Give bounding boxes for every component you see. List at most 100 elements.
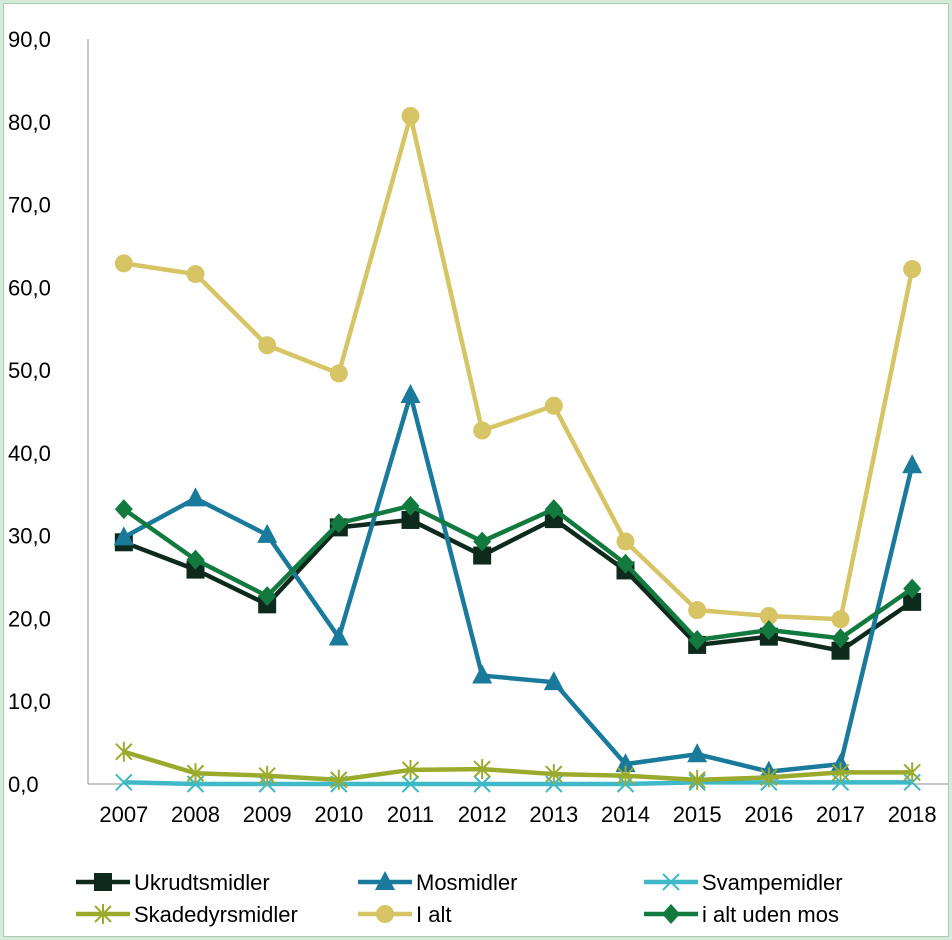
data-point xyxy=(544,396,563,415)
data-point xyxy=(114,254,133,273)
x-tick-label: 2009 xyxy=(243,802,292,827)
series-line xyxy=(122,392,915,774)
data-point xyxy=(186,763,205,784)
x-tick-label: 2007 xyxy=(99,802,148,827)
legend-item: Skadedyrsmidler xyxy=(76,902,298,927)
data-point xyxy=(473,421,492,440)
data-point xyxy=(831,628,850,649)
data-point xyxy=(543,671,564,691)
y-tick-label: 90,0 xyxy=(8,27,51,52)
legend-swatch-marker xyxy=(375,871,395,890)
data-point xyxy=(760,767,778,788)
data-point xyxy=(759,606,778,625)
legend-label: i alt uden mos xyxy=(702,902,839,927)
legend-swatch-marker xyxy=(662,873,680,891)
data-point xyxy=(401,759,420,780)
y-tick-labels: 0,0 10,0 20,0 30,0 40,0 50,0 60,0 70,0 80,0 90,0 xyxy=(8,27,51,797)
data-point xyxy=(616,553,635,574)
series-line xyxy=(123,516,914,653)
series-ukrudtsmidler xyxy=(114,510,922,660)
data-point xyxy=(330,769,348,790)
legend-label: Mosmidler xyxy=(416,870,517,895)
data-point xyxy=(903,260,922,279)
x-tick-label: 2011 xyxy=(387,802,434,827)
legend-item: Mosmidler xyxy=(358,870,517,895)
series-line xyxy=(123,749,913,783)
data-point xyxy=(615,753,636,773)
data-point xyxy=(688,629,707,650)
data-point xyxy=(328,626,349,646)
legend-item: Ukrudtsmidler xyxy=(76,870,270,895)
series-mosmidler xyxy=(113,383,923,780)
data-point xyxy=(258,336,277,355)
chart-frame: 0,0 10,0 20,0 30,0 40,0 50,0 60,0 70,0 80,0 90,0 … xyxy=(3,3,949,937)
axes xyxy=(87,39,948,785)
data-point xyxy=(185,487,206,507)
data-point xyxy=(473,759,491,780)
line-chart: 0,010,020,030,040,050,060,070,080,090,0 … xyxy=(8,27,948,927)
x-tick-label: 2018 xyxy=(888,802,937,827)
x-tick-label: 2008 xyxy=(171,802,220,827)
legend-item: i alt uden mos xyxy=(644,902,839,927)
data-point xyxy=(616,765,635,786)
y-tick-label: 10,0 xyxy=(8,689,51,714)
data-point xyxy=(186,265,205,284)
data-point xyxy=(903,592,922,611)
y-tick-label: 40,0 xyxy=(8,441,51,466)
data-point xyxy=(329,513,348,534)
data-point xyxy=(401,106,420,125)
legend-swatch-marker xyxy=(662,904,680,924)
data-point xyxy=(687,743,708,763)
series-line xyxy=(123,113,915,622)
x-tick-label: 2010 xyxy=(314,802,363,827)
data-point xyxy=(688,601,707,620)
data-point xyxy=(472,664,493,684)
series-line xyxy=(123,780,913,787)
legend-item: I alt xyxy=(358,902,451,927)
y-tick-label: 80,0 xyxy=(8,110,51,135)
data-point xyxy=(401,775,420,793)
legend-swatch-marker xyxy=(94,904,112,924)
data-point xyxy=(545,764,563,785)
data-point xyxy=(831,762,850,783)
legend-item: Svampemidler xyxy=(644,870,843,895)
x-tick-labels: 2007 2008 2009 2010 2011 2012 2013 2014 2015 2016… xyxy=(99,802,936,827)
x-tick-label: 2013 xyxy=(529,802,578,827)
data-point xyxy=(115,741,133,762)
x-tick-label: 2015 xyxy=(673,802,722,827)
data-point xyxy=(258,765,276,786)
series-i-alt xyxy=(114,106,922,629)
x-tick-label: 2017 xyxy=(816,802,865,827)
legend-label: Skadedyrsmidler xyxy=(134,902,298,927)
data-point xyxy=(113,526,134,546)
data-point xyxy=(473,775,491,793)
y-tick-label: 20,0 xyxy=(8,606,51,631)
data-point xyxy=(473,546,492,565)
series-i-alt-uden-mos xyxy=(114,495,922,650)
data-point xyxy=(329,364,348,383)
data-point xyxy=(186,549,205,570)
legend-swatch-marker xyxy=(376,905,394,923)
data-point xyxy=(759,620,778,641)
data-point xyxy=(903,578,922,599)
y-tick-label: 60,0 xyxy=(8,275,51,300)
series-group xyxy=(113,106,923,793)
data-point xyxy=(401,510,420,529)
data-point xyxy=(473,531,492,552)
y-tick-label: 70,0 xyxy=(8,193,51,218)
data-point xyxy=(544,499,563,520)
y-tick-label: 0,0 xyxy=(8,772,39,797)
data-point xyxy=(903,762,921,783)
data-point xyxy=(258,586,277,607)
legend-label: I alt xyxy=(416,902,451,927)
data-point xyxy=(257,523,278,543)
x-tick-label: 2014 xyxy=(601,802,650,827)
data-point xyxy=(115,773,133,792)
legend-label: Svampemidler xyxy=(702,870,843,895)
legend-swatch-marker xyxy=(94,873,112,891)
legend-label: Ukrudtsmidler xyxy=(134,870,270,895)
data-point xyxy=(831,610,850,629)
legend: Ukrudtsmidler Mosmidler Svampemidler Skaded… xyxy=(76,870,843,927)
x-tick-label: 2016 xyxy=(744,802,793,827)
series-skadedyrsmidler xyxy=(115,741,921,790)
